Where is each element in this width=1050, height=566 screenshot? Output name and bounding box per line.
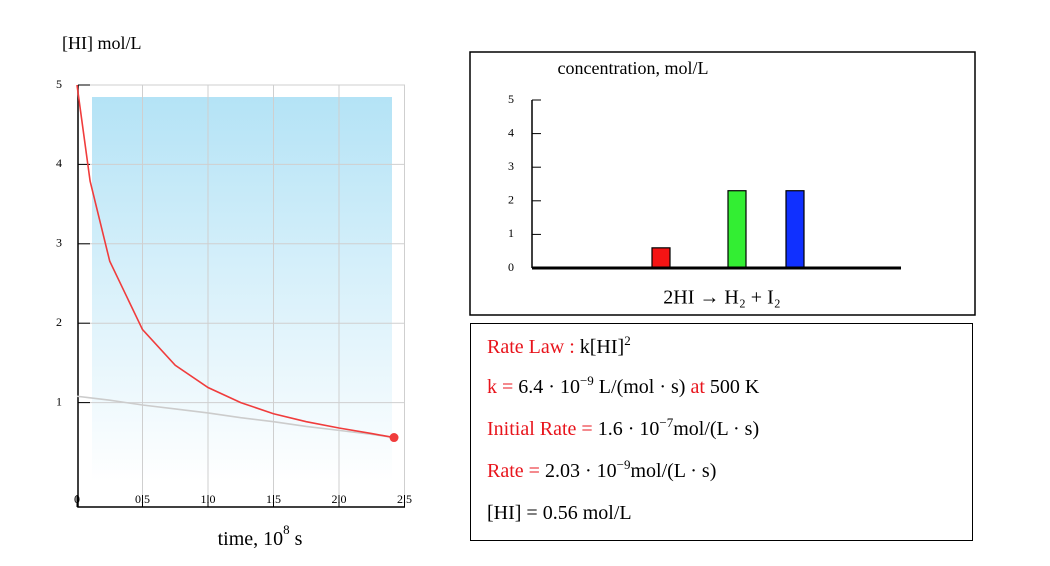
text: 1.6 · 10 — [597, 418, 660, 440]
rate-line: Initial Rate = 1.6 · 10−7mol/(L · s) — [487, 415, 760, 441]
text: mol/(L · s) — [630, 460, 717, 482]
x-axis-label: 2HI → H₂ + I₂ — [663, 287, 780, 309]
end-point — [389, 433, 399, 443]
x-tick-label: 2.0 — [332, 492, 347, 506]
y-tick-label: 1 — [56, 394, 62, 408]
rate-line: [HI] = 0.56 mol/L — [487, 502, 632, 525]
text: k[HI] — [579, 336, 625, 358]
text: 2.03 · 10 — [544, 460, 617, 482]
text: at — [690, 376, 705, 398]
text: Rate Law : — [487, 336, 580, 358]
bar-panel — [469, 51, 976, 316]
y-tick-label: 4 — [56, 156, 62, 170]
y-tick-label: 5 — [56, 77, 62, 91]
chart-title: concentration, mol/L — [558, 58, 709, 78]
x-tick-label: 0 — [74, 492, 80, 506]
y-tick-label: 1 — [508, 226, 514, 240]
text: mol/(L · s) — [673, 418, 760, 440]
rate-line: Rate = 2.03 · 10−9mol/(L · s) — [487, 457, 717, 483]
y-tick-label: 2 — [508, 193, 514, 207]
x-axis-label: time, 108 s — [218, 522, 303, 550]
x-axis-label-part: 8 — [283, 522, 290, 537]
x-axis-label-part: s — [290, 528, 303, 550]
superscript: 2 — [624, 333, 631, 348]
y-tick-label: 3 — [56, 236, 62, 250]
plot-background — [92, 97, 392, 482]
text: Initial Rate = — [487, 418, 598, 440]
axis — [77, 85, 405, 508]
superscript: −9 — [616, 457, 631, 472]
superscript: −9 — [579, 373, 594, 388]
x-tick-label: 1.5 — [266, 492, 281, 506]
y-tick-label: 2 — [56, 315, 62, 329]
x-tick-label: 0.5 — [135, 492, 150, 506]
bar — [785, 190, 805, 269]
bar — [651, 247, 671, 269]
y-tick-label: 4 — [508, 125, 514, 139]
x-tick-label: 1.0 — [201, 492, 216, 506]
y-tick-label: 5 — [508, 92, 514, 106]
chart-title: [HI] mol/L — [62, 33, 141, 53]
text: k = — [487, 376, 519, 398]
text: Rate = — [487, 460, 545, 482]
text: L/(mol · s) — [593, 376, 691, 398]
line — [76, 84, 395, 439]
line — [76, 395, 395, 439]
bar — [727, 190, 747, 269]
text: [HI] = 0.56 mol/L — [487, 502, 632, 524]
x-tick-label: 2.5 — [397, 492, 412, 506]
x-axis-label-part: time, 10 — [218, 528, 284, 550]
rate-line: k = 6.4 · 10−9 L/(mol · s) at 500 K — [487, 373, 760, 399]
rate-line: Rate Law : k[HI]2 — [487, 333, 631, 359]
superscript: −7 — [659, 415, 674, 430]
text: 500 K — [704, 376, 760, 398]
rate-panel: Rate Law : k[HI]2 k = 6.4 · 10−9 L/(mol ·… — [470, 323, 973, 541]
text: 6.4 · 10 — [518, 376, 580, 398]
y-tick-label: 3 — [508, 159, 514, 173]
y-tick-label: 0 — [508, 260, 514, 274]
